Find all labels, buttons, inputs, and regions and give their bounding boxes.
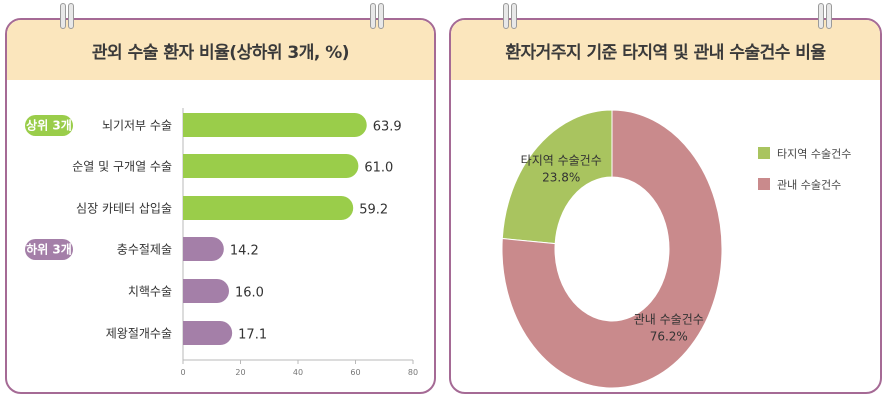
binder-clip-icon [370,3,384,29]
legend-label: 타지역 수술건수 [777,148,851,161]
bar [183,113,367,137]
legend-swatch [758,178,770,190]
bar-value-label: 14.2 [230,244,259,259]
slice-value-label: 76.2% [650,329,688,343]
x-tick-label: 60 [350,368,360,377]
group-badge [25,115,73,136]
category-label: 치핵수술 [128,285,172,299]
bar-base [183,279,195,303]
binder-clip-icon [503,3,517,29]
bar-base [183,196,195,220]
bar [183,321,233,345]
bar-base [183,321,195,345]
slice-value-label: 23.8% [542,171,580,185]
bar-value-label: 63.9 [373,120,402,135]
x-tick-label: 80 [408,368,418,377]
donut-slice [501,109,613,245]
category-label: 충수절제술 [117,243,172,257]
slice-label: 관내 수술건수 [634,312,704,326]
bar [183,154,359,178]
binder-clip-icon [60,3,74,29]
category-label: 뇌기저부 수술 [102,119,172,133]
slice-label: 타지역 수술건수 [521,154,602,168]
legend-swatch [758,147,770,159]
group-badge-label: 하위 3개 [26,242,72,257]
donut-slice [501,109,723,389]
x-tick-label: 40 [293,368,303,377]
bar-base [183,154,195,178]
bar-base [183,113,195,137]
binder-clip-icon [818,3,832,29]
bar-chart-title: 관외 수술 환자 비율(상하위 3개, %) [7,20,434,80]
bar-value-label: 17.1 [238,328,267,343]
category-label: 순열 및 구개열 수술 [72,160,172,174]
donut-chart-panel: 환자거주지 기준 타지역 및 관내 수술건수 비율 타지역 수술건수 23.8% 관… [449,18,882,394]
category-label: 제왕절개수술 [106,327,172,341]
legend-label: 관내 수술건수 [777,179,841,192]
bar-value-label: 16.0 [235,286,264,301]
group-badge-label: 상위 3개 [26,118,72,133]
group-badge [25,239,73,260]
bar-value-label: 61.0 [364,161,393,176]
category-label: 심장 카테터 삽입술 [76,202,172,216]
bar-base [183,237,195,261]
bar [183,196,354,220]
bar-value-label: 59.2 [359,203,388,218]
x-tick-label: 0 [180,368,185,377]
x-tick-label: 20 [235,368,245,377]
donut-chart-title: 환자거주지 기준 타지역 및 관내 수술건수 비율 [451,20,880,80]
